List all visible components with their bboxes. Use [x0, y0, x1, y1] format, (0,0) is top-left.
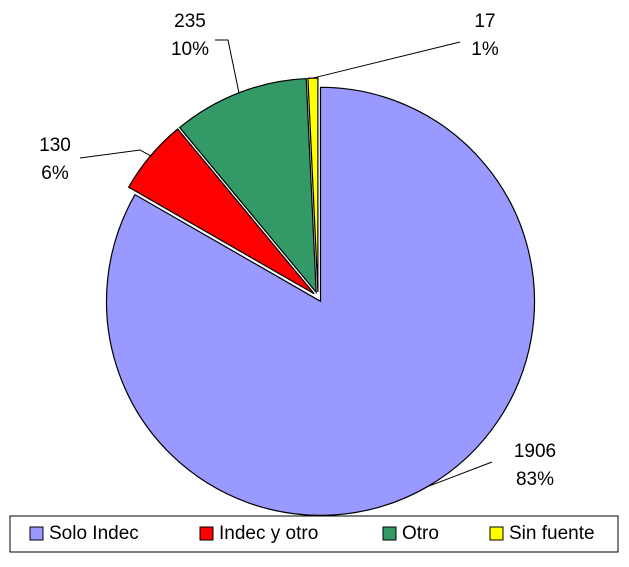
data-label-percent: 83%: [516, 469, 554, 490]
pie-slice: [105, 86, 536, 516]
leader-line: [312, 41, 461, 79]
leader-line: [427, 461, 493, 488]
data-label: 235: [174, 11, 206, 32]
data-label-percent: 6%: [41, 163, 69, 184]
data-label: 130: [39, 135, 71, 156]
leader-line: [215, 39, 240, 93]
data-label: 1906: [514, 441, 556, 462]
legend-swatch: [382, 526, 397, 541]
legend-label: Solo Indec: [49, 523, 139, 544]
legend-box: [9, 515, 619, 553]
data-label-percent: 1%: [471, 39, 499, 60]
data-label-percent: 10%: [171, 39, 209, 60]
legend-swatch: [29, 526, 44, 541]
pie-slice: [307, 77, 319, 293]
data-label: 17: [474, 11, 495, 32]
legend-label: Indec y otro: [219, 523, 318, 544]
legend-swatch: [489, 526, 504, 541]
legend-label: Sin fuente: [509, 523, 595, 544]
legend-label: Otro: [402, 523, 439, 544]
pie-slice: [127, 128, 315, 295]
legend-swatch: [199, 526, 214, 541]
leader-line: [79, 149, 151, 159]
